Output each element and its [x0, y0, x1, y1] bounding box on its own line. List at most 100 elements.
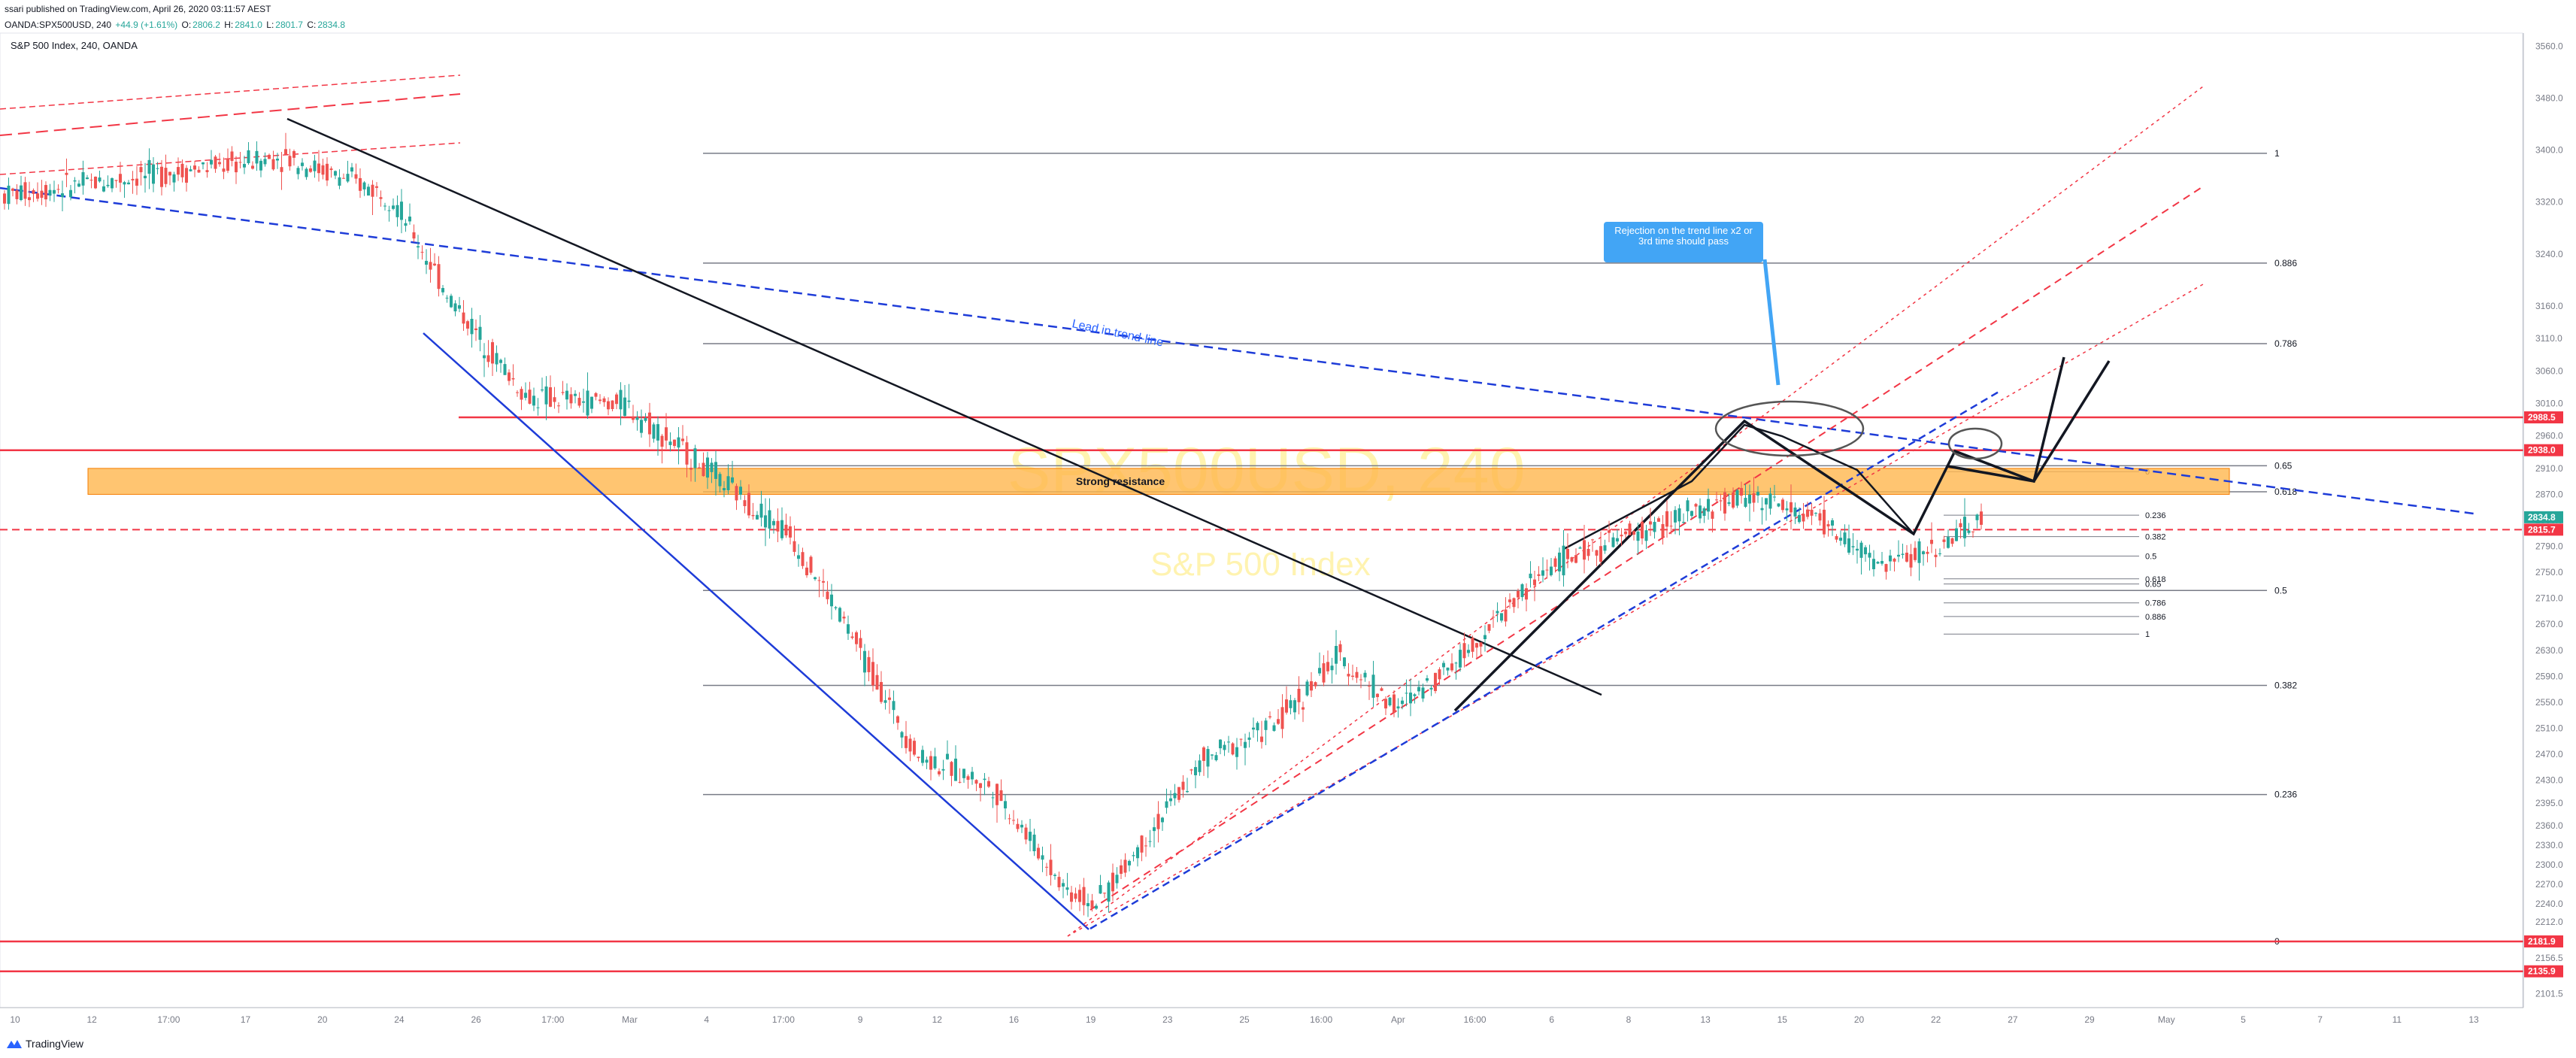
symbol-label[interactable]: OANDA:SPX500USD, 240: [5, 20, 112, 30]
candle-body: [925, 759, 929, 763]
candle-body: [1963, 517, 1966, 538]
candle-body: [1280, 707, 1284, 729]
candle-body: [1049, 859, 1053, 875]
price-tick-label: 3240.0: [2535, 249, 2563, 259]
candle-body: [1847, 538, 1850, 553]
candle-body: [1677, 508, 1681, 522]
time-tick-label: 13: [2468, 1014, 2479, 1025]
price-tick-label: 3320.0: [2535, 197, 2563, 208]
candle-body: [1653, 522, 1656, 532]
candle-body: [1153, 827, 1156, 832]
candle-body: [77, 183, 80, 187]
candle-body: [1934, 554, 1938, 557]
candle-body: [850, 636, 854, 638]
candle-body: [1520, 584, 1524, 598]
candle-body: [743, 500, 747, 507]
candle-body: [1537, 574, 1541, 576]
candle-body: [1917, 541, 1921, 563]
candle-body: [1029, 832, 1032, 841]
candle-body: [859, 638, 862, 648]
candle-body: [1211, 754, 1214, 756]
publisher-line: ssari published on TradingView.com, Apri…: [5, 4, 271, 14]
candle-body: [247, 150, 250, 163]
candle-body: [317, 163, 320, 174]
candle-body: [685, 442, 689, 465]
candle-body: [1831, 520, 1834, 526]
candle-body: [756, 514, 759, 520]
candle-body: [1674, 510, 1677, 523]
candle-body: [954, 758, 957, 781]
candle-body: [284, 149, 287, 155]
time-tick-label: 9: [858, 1014, 863, 1025]
candle-body: [1053, 875, 1056, 876]
candle-body: [458, 305, 461, 309]
candle-body: [1529, 573, 1532, 578]
candle-body: [193, 165, 196, 170]
candle-body: [202, 162, 205, 165]
time-tick-label: 25: [1239, 1014, 1250, 1025]
candle-body: [1115, 875, 1119, 884]
candle-body: [1955, 528, 1958, 541]
price-tick-label: 2510.0: [2535, 723, 2563, 733]
candle-body: [1686, 500, 1690, 511]
candle-body: [1773, 496, 1776, 498]
time-axis[interactable]: 10 12 17:00 17 20 24 26 17:00 Mar 4 17:00 9 12 16 19 23…: [0, 1007, 2523, 1025]
candle-body: [619, 390, 623, 410]
candle-body: [665, 427, 668, 441]
candle-body: [1566, 548, 1569, 559]
candle-body: [1401, 700, 1404, 705]
candle-body: [1641, 521, 1644, 539]
candle-body: [342, 177, 345, 179]
candle-body: [561, 392, 565, 393]
candle-body: [48, 189, 52, 196]
candle-body: [1649, 521, 1652, 525]
fib-level-label: 0.618: [2274, 487, 2297, 497]
price-tick-label: 2960.0: [2535, 431, 2563, 441]
candle-body: [582, 401, 585, 403]
candle-body: [1247, 737, 1251, 740]
candle-body: [1496, 611, 1499, 614]
candle-body: [1120, 865, 1123, 875]
candle-body: [710, 462, 714, 472]
price-tick-label: 3160.0: [2535, 301, 2563, 311]
candle-body: [921, 750, 924, 763]
candle-body: [329, 168, 333, 171]
candle-body: [1426, 678, 1429, 681]
candle-body: [1338, 644, 1342, 653]
candle-body: [123, 182, 126, 185]
candle-body: [1314, 682, 1317, 687]
candle-body: [1533, 579, 1536, 586]
price-axis[interactable]: 2101.5 2156.5 2212.0 2240.0 2270.0 2300.0 2330…: [2523, 33, 2563, 1008]
candle-body: [1368, 686, 1371, 687]
candle-body: [941, 768, 945, 771]
resistance-zone[interactable]: Strong resistance: [87, 468, 2230, 495]
candle-body: [119, 174, 122, 183]
candle-body: [1020, 824, 1023, 828]
candle-body: [1202, 747, 1205, 761]
candle-body: [1090, 900, 1094, 908]
candle-body: [189, 169, 192, 171]
candle-body: [1429, 687, 1433, 690]
candle-body: [1074, 893, 1077, 899]
callout-box[interactable]: [1604, 222, 1763, 262]
candle-body: [1752, 493, 1756, 503]
tradingview-logo[interactable]: TradingView: [6, 1038, 83, 1050]
candle-body: [1570, 556, 1574, 562]
time-tick-label: 20: [1854, 1014, 1865, 1025]
candle-body: [1893, 558, 1896, 562]
candle-body: [1260, 736, 1263, 742]
candle-body: [139, 167, 143, 173]
candle-body: [1876, 562, 1880, 564]
candle-body: [1442, 662, 1445, 668]
annotations: Lead in trend-line Rejection on the tren…: [1071, 222, 1780, 386]
candle-body: [863, 650, 866, 673]
candle-body: [1727, 502, 1731, 505]
candle-body: [1889, 555, 1892, 562]
candle-body: [61, 193, 64, 198]
candle-body: [1864, 547, 1867, 555]
candle-body: [1165, 801, 1168, 808]
candle-body: [974, 780, 978, 784]
downtrend-line-black: [286, 117, 1602, 696]
candle-body: [652, 424, 656, 439]
